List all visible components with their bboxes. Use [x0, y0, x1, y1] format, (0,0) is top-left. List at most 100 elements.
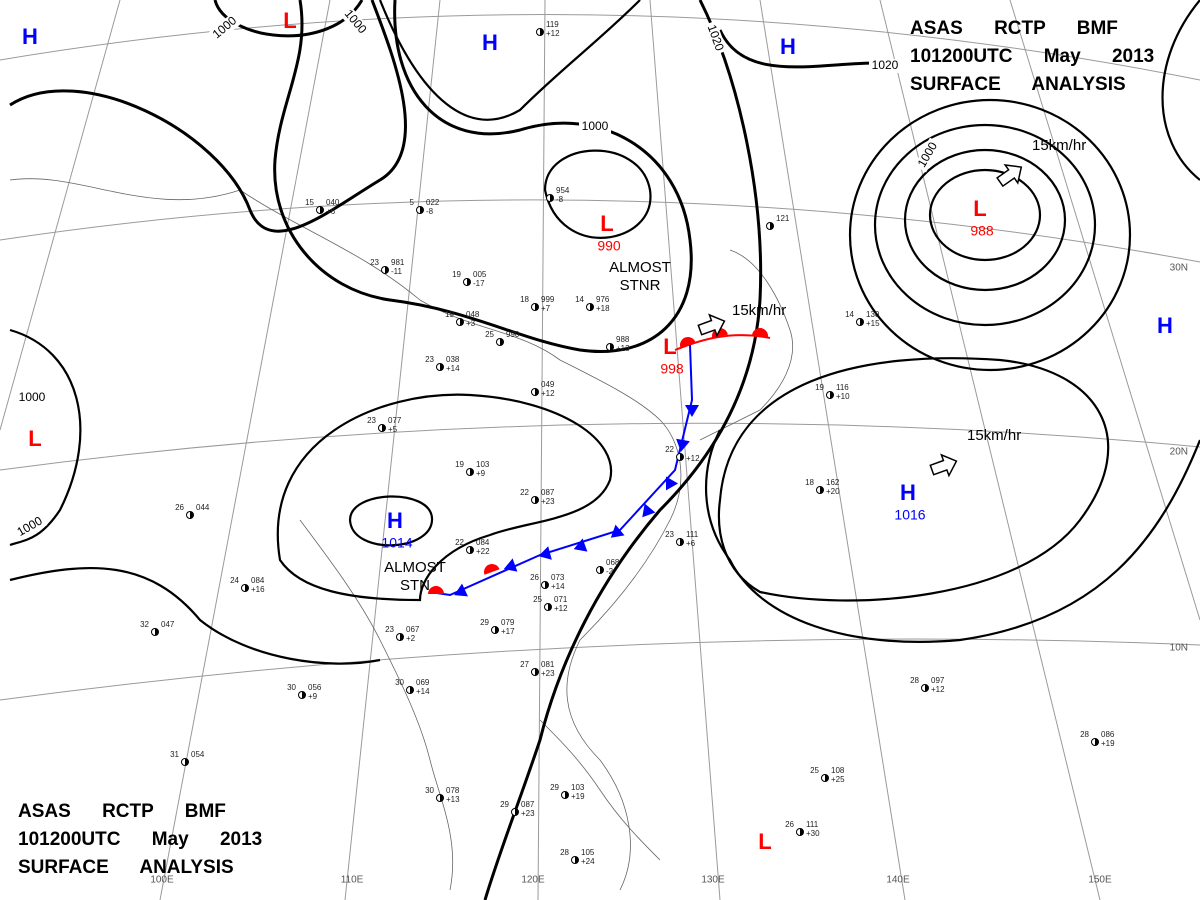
station-pressure: 071 — [554, 595, 568, 604]
station-temperature: 31 — [170, 750, 179, 759]
station-tendency: -11 — [391, 267, 403, 276]
station-pressure: 111 — [686, 530, 699, 539]
station-temperature: 29 — [480, 618, 489, 627]
station-cover — [420, 206, 424, 214]
station-tendency: +2 — [406, 634, 416, 643]
station-cover — [515, 808, 519, 816]
isobar-label-bg — [12, 512, 48, 542]
station-pressure: 038 — [446, 355, 460, 364]
isobar-label-bg — [913, 137, 943, 173]
cold-front-symbol — [538, 546, 552, 560]
station-temperature: 22 — [665, 445, 674, 454]
station-tendency: +22 — [476, 547, 490, 556]
station-pressure: 078 — [446, 786, 460, 795]
station-temperature: 25 — [810, 766, 819, 775]
station-pressure: 047 — [161, 620, 175, 629]
station-temperature: 30 — [395, 678, 404, 687]
isobar-label-bg — [16, 391, 48, 405]
station-cover — [680, 453, 684, 461]
station-cover — [540, 28, 544, 36]
station-temperature: 28 — [560, 848, 569, 857]
warm-front-symbol — [680, 337, 696, 348]
title-line: 101200UTC May 2013 — [910, 46, 1154, 67]
pressure-center-value: 988 — [970, 223, 994, 239]
station-tendency: +3 — [466, 319, 476, 328]
station-pressure: 077 — [388, 416, 402, 425]
station-pressure: 162 — [826, 478, 840, 487]
station-tendency: +23 — [521, 809, 535, 818]
station-pressure: 005 — [473, 270, 487, 279]
cold-front-symbol — [676, 438, 690, 452]
station-pressure: 086 — [1101, 730, 1115, 739]
motion-arrow — [929, 453, 958, 478]
motion-speed: 15km/hr — [732, 302, 786, 319]
pressure-center-symbol: H — [780, 34, 796, 59]
station-pressure: 130 — [866, 310, 880, 319]
station-tendency: +24 — [581, 857, 595, 866]
isobar-label-bg — [339, 5, 371, 39]
station-pressure: 054 — [191, 750, 205, 759]
station-pressure: 056 — [308, 683, 322, 692]
station-cover — [302, 691, 306, 699]
station-pressure: 108 — [831, 766, 845, 775]
station-pressure: 068 — [606, 558, 620, 567]
cold-front-symbol — [610, 524, 625, 538]
station-cover — [470, 468, 474, 476]
station-temperature: 24 — [230, 576, 239, 585]
pressure-center-symbol: H — [1157, 313, 1173, 338]
title-line: ASAS RCTP BMF — [18, 801, 226, 822]
cold-front-symbol — [573, 538, 588, 552]
station-temperature: 18 — [805, 478, 814, 487]
isobar-label: 1000 — [582, 119, 609, 133]
isobar-label-bg — [579, 120, 611, 134]
station-cover — [830, 391, 834, 399]
pressure-center-value: 998 — [660, 361, 684, 377]
station-cover — [382, 424, 386, 432]
station-tendency: +13 — [446, 795, 460, 804]
warm-front-symbol — [752, 328, 768, 337]
station-tendency: +9 — [308, 692, 318, 701]
station-cover — [410, 686, 414, 694]
isobar-label-bg — [702, 20, 728, 56]
station-temperature: 15 — [305, 198, 314, 207]
station-pressure: 067 — [406, 625, 420, 634]
latitude-label: 20N — [1170, 447, 1188, 458]
station-tendency: -8 — [556, 195, 564, 204]
station-temperature: 25 — [533, 595, 542, 604]
station-tendency: +12 — [686, 454, 700, 463]
pressure-center-value: 1016 — [894, 507, 925, 523]
station-cover — [535, 388, 539, 396]
station-cover — [535, 668, 539, 676]
station-tendency: -17 — [473, 279, 485, 288]
station-temperature: 29 — [500, 800, 509, 809]
station-pressure: 087 — [541, 488, 555, 497]
cold-front-symbol — [454, 583, 468, 597]
station-cover — [535, 303, 539, 311]
pressure-center-symbol: H — [387, 508, 403, 533]
pressure-center-symbol: L — [973, 196, 986, 221]
station-tendency: +18 — [596, 304, 610, 313]
station-tendency: +12 — [554, 604, 568, 613]
station-tendency: +19 — [571, 792, 585, 801]
station-cover — [825, 774, 829, 782]
station-pressure: 084 — [251, 576, 265, 585]
warm-front-symbol — [484, 564, 500, 575]
station-temperature: 26 — [530, 573, 539, 582]
station-temperature: 32 — [140, 620, 149, 629]
station-cover — [770, 222, 774, 230]
isobar-label-bg — [208, 12, 242, 44]
station-pressure: 040 — [326, 198, 340, 207]
station-pressure: 954 — [556, 186, 570, 195]
station-tendency: +9 — [476, 469, 486, 478]
station-temperature: 14 — [575, 295, 584, 304]
station-tendency: +5 — [388, 425, 398, 434]
station-cover — [800, 828, 804, 836]
longitude-label: 150E — [1088, 875, 1112, 886]
station-temperature: 18 — [520, 295, 529, 304]
station-pressure: 069 — [416, 678, 430, 687]
coastlines — [9, 178, 794, 891]
station-tendency: +25 — [831, 775, 845, 784]
pressure-center-value: 1014 — [381, 535, 412, 551]
